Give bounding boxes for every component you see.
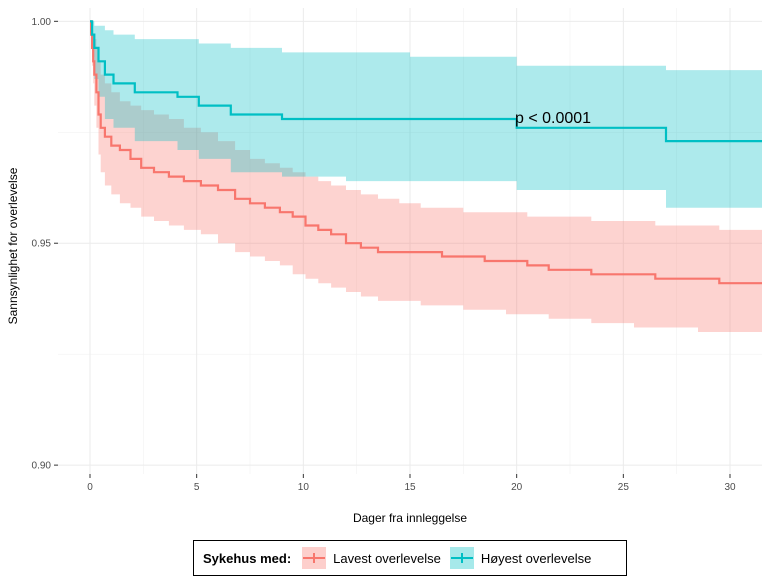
legend-item-hoyest: Høyest overlevelse (449, 546, 592, 570)
y-tick-label: 0.90 (32, 461, 52, 472)
confidence-band-series-0 (90, 21, 762, 333)
legend-label-hoyest: Høyest overlevelse (480, 550, 592, 566)
y-axis-title: Sannsynlighet for overlevelse (6, 167, 20, 324)
y-axis-ticks: 0.90 0.95 1.00 (32, 17, 58, 472)
legend-key-hoyest (449, 546, 475, 570)
x-tick-label: 15 (404, 482, 416, 493)
legend-label-lavest: Lavest overlevelse (333, 550, 441, 566)
legend-title: Sykehus med: (203, 550, 292, 566)
x-tick-label: 20 (511, 482, 523, 493)
survival-line-series-1 (90, 20, 762, 143)
confidence-band-series-1 (90, 21, 762, 208)
x-axis-ticks: 0 5 10 15 20 25 30 (87, 474, 736, 493)
survival-curves (90, 20, 762, 285)
x-axis-title: Dager fra innleggelse (353, 511, 467, 525)
legend: Sykehus med: Lavest overlevelse Høyest o… (193, 540, 627, 576)
legend-item-lavest: Lavest overlevelse (301, 546, 441, 570)
x-tick-label: 10 (298, 482, 310, 493)
legend-key-lavest (301, 546, 327, 570)
y-tick-label: 1.00 (32, 17, 52, 28)
grid (58, 8, 762, 474)
x-tick-label: 25 (618, 482, 630, 493)
survival-line-series-0 (90, 20, 762, 285)
x-tick-label: 0 (87, 482, 93, 493)
annotation-pvalue: p < 0.0001 (515, 110, 591, 127)
x-tick-label: 30 (724, 482, 736, 493)
x-tick-label: 5 (194, 482, 200, 493)
y-tick-label: 0.95 (32, 239, 52, 250)
confidence-bands (90, 21, 762, 333)
